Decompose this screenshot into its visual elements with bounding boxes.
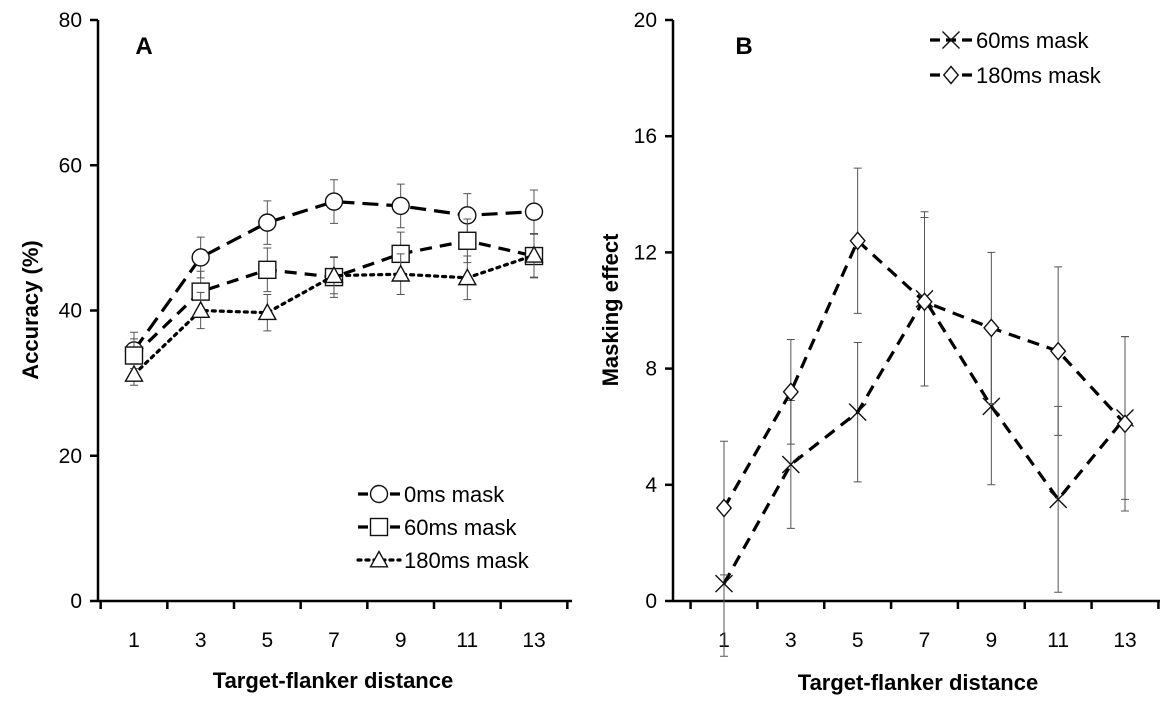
panel-a-x-tick-label: 11	[456, 629, 478, 652]
panel-a-series-180ms-mask-point	[257, 302, 278, 321]
panel-a-y-tick-label: 20	[59, 445, 82, 468]
panel-b-y-tick-label: 4	[645, 474, 657, 497]
panel-a-series-180ms-mask-legend-entry: 180ms mask	[356, 548, 530, 573]
panel-b-x-tick-label: 9	[985, 629, 997, 652]
panel-b-series-180ms-mask-point	[849, 231, 866, 251]
panel-b-y-tick-label: 20	[634, 9, 657, 32]
panel-b-series-180ms-mask-point	[715, 498, 733, 518]
panel-a-series-60ms-mask-point	[458, 231, 477, 250]
panel-b-x-tick-label: 11	[1047, 629, 1069, 652]
panel-b-series-60ms-mask-point	[1049, 490, 1068, 509]
panel-a-series-0ms-mask-point	[324, 192, 344, 211]
panel-b-series-180ms-mask-point	[1116, 414, 1134, 434]
panel-b-series-180ms-mask-legend-entry: 180ms mask	[930, 63, 1102, 88]
panel-b-x-tick-label: 13	[1113, 629, 1136, 652]
panel-a-series-180ms-mask-point	[457, 267, 478, 286]
panel-a-series-0ms-mask-legend-marker	[369, 484, 389, 504]
panel-a-y-tick-label: 0	[70, 590, 82, 613]
panel-a-y-axis-label: Accuracy (%)	[18, 240, 43, 379]
panel-a-series-180ms-mask-legend-marker	[369, 550, 389, 568]
panel-b-series-60ms-mask-point	[781, 455, 800, 474]
panel-a-series-180ms-mask-point	[524, 245, 544, 263]
panel-a-x-tick-label: 7	[328, 629, 340, 652]
panel-b-y-tick-label: 8	[645, 358, 657, 381]
panel-b-series-60ms-mask-legend-entry: 60ms mask	[930, 28, 1089, 53]
panel-b-series-180ms-mask-legend-marker	[942, 65, 960, 85]
panel-b-x-tick-label: 3	[785, 629, 797, 652]
panel-b-series-60ms-mask-legend-label: 60ms mask	[976, 28, 1089, 53]
panel-b-y-axis-label: Masking effect	[598, 233, 623, 386]
panel-a-series-60ms-mask-point	[124, 346, 144, 365]
panel-b-series-180ms-mask-point	[1050, 341, 1067, 361]
panel-b-series-60ms-mask-point	[848, 403, 867, 422]
panel-a-x-tick-label: 3	[195, 629, 207, 652]
panel-a-x-tick-label: 13	[522, 629, 545, 652]
panel-b-x-tick-label: 7	[919, 629, 931, 652]
panel-a-series-180ms-mask-legend-label: 180ms mask	[404, 548, 530, 573]
panel-a-y-tick-label: 60	[59, 154, 82, 177]
panel-b-series-180ms-mask-point	[983, 318, 1000, 338]
panel-a-series-60ms-mask-legend-entry: 60ms mask	[358, 515, 517, 540]
panel-a-y-tick-label: 40	[59, 300, 82, 323]
panel-a-series-60ms-mask	[124, 218, 544, 373]
panel-a-y-tick-label: 80	[59, 9, 82, 32]
panel-a-series-180ms-mask-point	[390, 264, 411, 282]
panel-a-series-0ms-mask-point	[191, 248, 210, 267]
panel-a-series-0ms-mask-point	[391, 196, 410, 216]
panel-b-y-tick-label: 12	[634, 241, 657, 264]
panel-b-series-180ms-mask-point	[916, 292, 933, 312]
panel-a-series-0ms-mask-point	[258, 213, 277, 232]
panel-a-series-0ms-mask-legend-entry: 0ms mask	[358, 482, 505, 507]
panel-a-label: A	[135, 33, 152, 60]
panel-a-x-tick-label: 1	[128, 629, 140, 652]
panel-b-series-60ms-mask-point	[715, 574, 733, 593]
panel-b-series-180ms-mask-legend-label: 180ms mask	[976, 63, 1102, 88]
panel-a-series-180ms-mask-point	[190, 300, 211, 318]
panel-b-series-180ms-mask-point	[782, 382, 799, 402]
panel-a-series-180ms-mask-point	[124, 364, 144, 382]
panel-b-series-60ms-mask-point	[982, 397, 1001, 416]
panel-a-x-axis-label: Target-flanker distance	[213, 668, 453, 693]
panel-a-series-0ms-mask-point	[524, 202, 544, 221]
panel-a-series-180ms-mask	[124, 233, 544, 386]
panel-b-y-tick-label: 16	[634, 125, 657, 148]
panel-b-y-tick-label: 0	[645, 590, 657, 613]
panel-b-label: B	[735, 33, 752, 60]
panel-a-series-60ms-mask-legend-marker	[369, 517, 389, 537]
panel-b-series-60ms-mask-legend-marker	[942, 31, 960, 49]
panel-b-x-tick-label: 5	[852, 629, 864, 652]
panel-a-x-tick-label: 9	[395, 629, 407, 652]
panel-a-series-60ms-mask-point	[258, 260, 277, 280]
panel-b-series-180ms-mask	[715, 167, 1134, 576]
panel-a-series-0ms-mask-legend-label: 0ms mask	[404, 482, 505, 507]
panel-a-series-60ms-mask-legend-label: 60ms mask	[404, 515, 517, 540]
panel-a-series-180ms-mask-point	[324, 265, 344, 284]
panel-b-x-axis-label: Target-flanker distance	[798, 670, 1038, 695]
panel-a-x-tick-label: 5	[261, 629, 273, 652]
